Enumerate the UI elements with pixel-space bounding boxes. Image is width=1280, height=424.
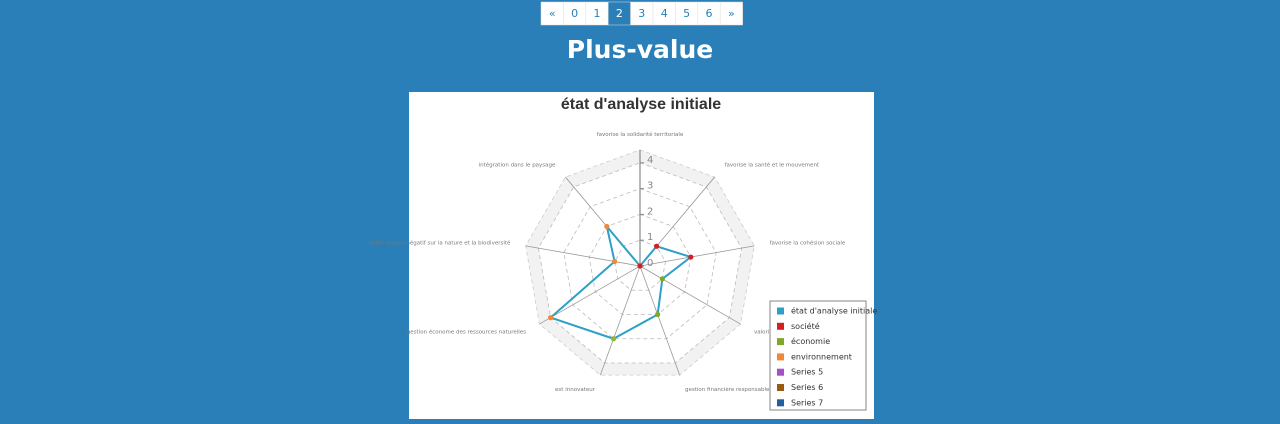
page-label[interactable]: 5 [683, 7, 690, 20]
grid-ring [614, 239, 666, 291]
heading: Plus-value [567, 35, 713, 64]
legend [769, 300, 867, 411]
grid-ring [588, 213, 692, 315]
legend-label: société [791, 321, 820, 331]
page-label[interactable]: 1 [594, 7, 601, 20]
legend-label: Series 6 [791, 383, 823, 392]
legend-swatch [777, 307, 784, 315]
data-point [659, 276, 665, 282]
axis-label: gestion économe des ressources naturelle… [407, 328, 526, 335]
axis-line [599, 265, 641, 376]
page-label[interactable]: » [728, 7, 735, 20]
grid-ring [537, 162, 743, 364]
axis-label: faible impact négatif sur la nature et l… [369, 240, 511, 247]
data-point [655, 311, 661, 318]
page-label[interactable]: 4 [661, 7, 668, 20]
data-point [653, 243, 660, 249]
r-tick-label: 0 [647, 258, 653, 269]
legend-swatch [777, 338, 784, 346]
page-label[interactable]: 3 [638, 7, 645, 20]
axis-line [639, 245, 755, 267]
axis-line [539, 265, 641, 325]
data-point [610, 336, 617, 342]
data-point [604, 223, 610, 230]
axis-label: favorise la solidarité territoriale [597, 131, 684, 138]
legend-swatch [777, 384, 784, 391]
r-tick-label: 4 [647, 155, 653, 166]
grid-ring [563, 188, 717, 340]
page-label[interactable]: « [549, 7, 556, 20]
r-tick-label: 3 [647, 181, 653, 192]
legend-swatch [777, 322, 784, 330]
page-label[interactable]: 6 [706, 7, 713, 20]
page-label[interactable]: 2 [616, 7, 623, 20]
axis-label: favorise la cohésion sociale [770, 240, 846, 247]
legend-label: environnement [791, 352, 852, 361]
legend-swatch [777, 368, 784, 376]
data-point [688, 254, 694, 260]
legend-label: état d'analyse initiale [791, 306, 877, 316]
axis-label: est innovateur [555, 387, 596, 393]
axis-label: intégration dans le paysage [479, 162, 556, 169]
legend-label: Series 5 [791, 368, 823, 377]
data-point [637, 263, 643, 269]
axis-line [639, 265, 681, 376]
r-tick-label: 1 [647, 232, 653, 243]
axis-line [639, 265, 741, 325]
axis-label: gestion financière responsable [685, 386, 770, 393]
legend-swatch [777, 399, 784, 407]
legend-label: économie [791, 336, 830, 346]
axis-line [525, 245, 641, 267]
legend-swatch [777, 353, 784, 361]
outer-ring [525, 149, 755, 376]
data-point [548, 315, 554, 321]
series-line [548, 225, 693, 340]
axis-label: favorise la santé et le mouvement [725, 162, 820, 169]
data-point [611, 258, 618, 265]
r-tick-label: 2 [647, 206, 653, 217]
legend-label: Series 7 [791, 398, 823, 407]
page-label[interactable]: 0 [571, 7, 578, 20]
page-button[interactable] [719, 1, 743, 26]
chart-title: état d'analyse initiale [561, 96, 721, 113]
